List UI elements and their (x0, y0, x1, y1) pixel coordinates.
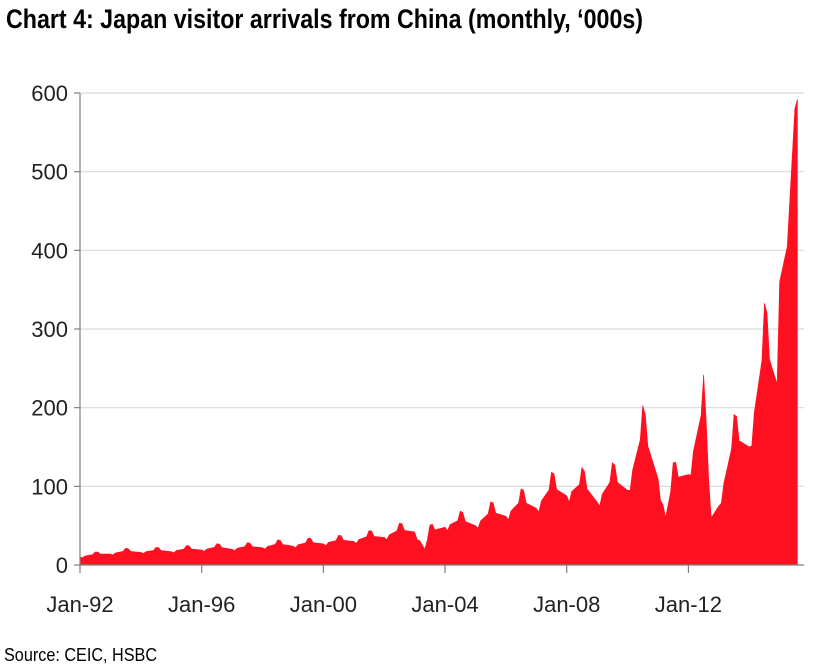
chart-title: Chart 4: Japan visitor arrivals from Chi… (6, 4, 644, 34)
source-note: Source: CEIC, HSBC (4, 645, 158, 665)
x-tick-label: Jan-04 (411, 592, 478, 617)
y-axis-labels: 0 100 200 300 400 500 600 (31, 81, 68, 578)
x-tick-label: Jan-12 (655, 592, 722, 617)
axes (74, 92, 804, 573)
y-tick-label: 300 (31, 317, 68, 342)
y-tick-label: 200 (31, 396, 68, 421)
y-tick-label: 100 (31, 474, 68, 499)
x-tick-label: Jan-92 (46, 592, 113, 617)
arrivals-series-area (79, 99, 798, 566)
x-tick-label: Jan-08 (533, 592, 600, 617)
y-tick-label: 400 (31, 238, 68, 263)
y-tick-label: 500 (31, 160, 68, 185)
x-tick-label: Jan-96 (168, 592, 235, 617)
x-axis-labels: Jan-92 Jan-96 Jan-00 Jan-04 Jan-08 Jan-12 (46, 592, 722, 617)
gridlines (80, 92, 804, 487)
y-tick-label: 0 (56, 553, 68, 578)
data-area (79, 99, 798, 566)
x-tick-label: Jan-00 (290, 592, 357, 617)
y-tick-label: 600 (31, 81, 68, 106)
